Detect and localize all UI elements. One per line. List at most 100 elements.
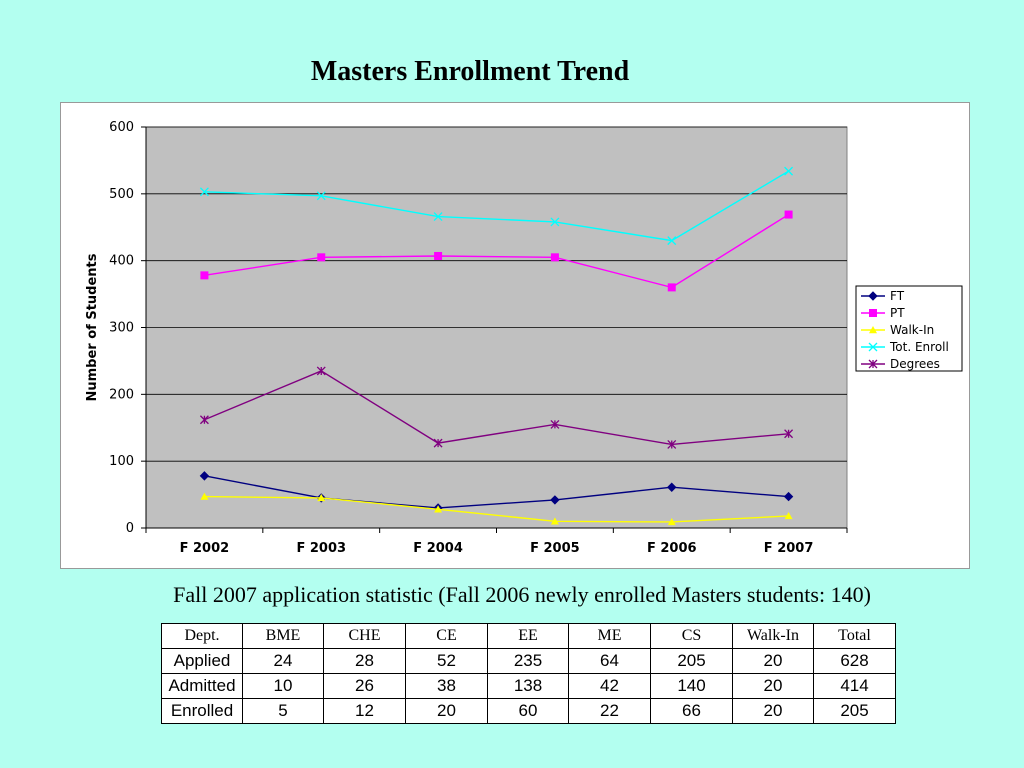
header-ce: CE (405, 623, 488, 649)
x-tick-label: F 2006 (647, 541, 697, 556)
x-tick-label: F 2007 (764, 541, 814, 556)
chart-canvas: 0 100 200 300 400 500 600 F 2002 F 2003 F 2004 F 2… (85, 120, 963, 556)
header-me: ME (568, 623, 651, 649)
legend-marker-pt (869, 309, 877, 317)
x-tick-label: F 2005 (530, 541, 580, 556)
legend-label-pt: PT (890, 306, 905, 320)
y-axis-label: Number of Students (85, 253, 100, 401)
table-cell: 20 (732, 648, 814, 674)
application-statistics-table: Dept. BME CHE CE EE ME CS Walk-In Total … (161, 623, 896, 724)
legend-label-ft: FT (890, 289, 905, 303)
data-point-tot-enroll (667, 236, 677, 246)
data-point-degrees (199, 415, 209, 425)
data-point-walk-in (550, 517, 559, 525)
data-point-tot-enroll (316, 191, 326, 201)
table-row: Applied 24 28 52 235 64 205 20 628 (161, 648, 896, 674)
series-line-degrees (204, 370, 789, 446)
table-row: Admitted 10 26 38 138 42 140 20 414 (161, 673, 896, 699)
data-point-pt (784, 210, 793, 219)
x-tick-label: F 2002 (180, 541, 230, 556)
header-ee: EE (487, 623, 569, 649)
data-point-ft (783, 491, 794, 502)
table-cell: 28 (323, 648, 406, 674)
table-cell: 205 (813, 698, 896, 724)
data-point-ft (199, 471, 210, 481)
table-cell: 52 (405, 648, 488, 674)
legend-label-tot-enroll: Tot. Enroll (889, 340, 949, 354)
row-label: Admitted (161, 673, 243, 699)
table-cell: 60 (487, 698, 569, 724)
data-point-pt (434, 251, 443, 260)
data-point-walk-in (667, 517, 676, 526)
table-cell: 20 (732, 698, 814, 724)
legend-label-degrees: Degrees (890, 357, 940, 371)
data-point-degrees (433, 438, 443, 448)
y-tick-label: 0 (126, 521, 134, 536)
table-cell: 5 (242, 698, 324, 724)
data-point-degrees (784, 429, 794, 439)
header-walk-in: Walk-In (732, 623, 814, 649)
data-point-pt (550, 253, 559, 262)
statistics-caption: Fall 2007 application statistic (Fall 20… (173, 582, 871, 607)
data-point-degrees (550, 419, 560, 429)
table-cell: 12 (323, 698, 406, 724)
y-tick-label: 500 (109, 187, 134, 202)
header-che: CHE (323, 623, 406, 649)
row-label: Applied (161, 648, 243, 674)
data-point-tot-enroll (784, 166, 794, 176)
row-label: Enrolled (161, 698, 243, 724)
legend-marker-walk-in (869, 326, 877, 334)
data-point-degrees (316, 366, 326, 376)
table-cell: 24 (242, 648, 324, 674)
table-cell: 628 (813, 648, 896, 674)
header-bme: BME (242, 623, 324, 649)
y-tick-label: 400 (109, 254, 134, 269)
x-tick-label: F 2003 (296, 541, 346, 556)
table-cell: 140 (650, 673, 733, 699)
data-point-pt (200, 271, 209, 280)
table-cell: 66 (650, 698, 733, 724)
table-cell: 10 (242, 673, 324, 699)
table-header-row: Dept. BME CHE CE EE ME CS Walk-In Total (161, 623, 896, 649)
x-tick-label: F 2004 (413, 541, 463, 556)
table-cell: 26 (323, 673, 406, 699)
data-point-ft (550, 495, 560, 505)
table-cell: 22 (568, 698, 651, 724)
data-point-walk-in (434, 505, 443, 513)
slide-title: Masters Enrollment Trend (310, 56, 630, 87)
header-dept: Dept. (161, 623, 243, 649)
data-point-walk-in (200, 492, 209, 500)
table-cell: 42 (568, 673, 651, 699)
data-point-degrees (667, 439, 677, 449)
y-tick-label: 600 (109, 120, 134, 135)
data-point-pt (317, 253, 326, 262)
legend-marker-ft (868, 291, 878, 301)
line-chart: 0 100 200 300 400 500 600 F 2002 F 2003 F 2004 F 2… (60, 102, 970, 569)
table-cell: 20 (732, 673, 814, 699)
data-point-walk-in (784, 511, 793, 520)
series-line-tot-enroll (204, 170, 789, 242)
data-point-pt (667, 283, 676, 292)
data-point-tot-enroll (199, 187, 209, 197)
legend-marker-tot-enroll (868, 342, 878, 352)
series-line-ft (204, 475, 789, 509)
table-cell: 205 (650, 648, 733, 674)
legend-marker-degrees (868, 359, 878, 369)
header-cs: CS (650, 623, 733, 649)
table-cell: 64 (568, 648, 651, 674)
data-point-ft (667, 482, 677, 492)
header-total: Total (813, 623, 896, 649)
table-cell: 20 (405, 698, 488, 724)
legend-label-walk-in: Walk-In (890, 323, 934, 337)
y-tick-label: 200 (109, 387, 134, 402)
series-line-walk-in (204, 495, 789, 523)
table-cell: 38 (405, 673, 488, 699)
data-point-walk-in (317, 493, 326, 502)
y-tick-label: 300 (109, 321, 134, 336)
data-point-tot-enroll (433, 212, 443, 222)
table-row: Enrolled 5 12 20 60 22 66 20 205 (161, 698, 896, 724)
table-cell: 414 (813, 673, 896, 699)
series-line-pt (204, 213, 789, 289)
table-cell: 138 (487, 673, 569, 699)
data-point-tot-enroll (550, 217, 560, 227)
